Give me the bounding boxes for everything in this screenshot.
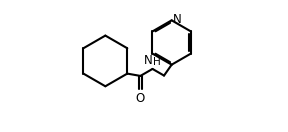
Text: O: O xyxy=(136,91,145,105)
Text: N: N xyxy=(173,13,182,26)
Text: N: N xyxy=(144,54,153,67)
Text: H: H xyxy=(153,57,160,67)
